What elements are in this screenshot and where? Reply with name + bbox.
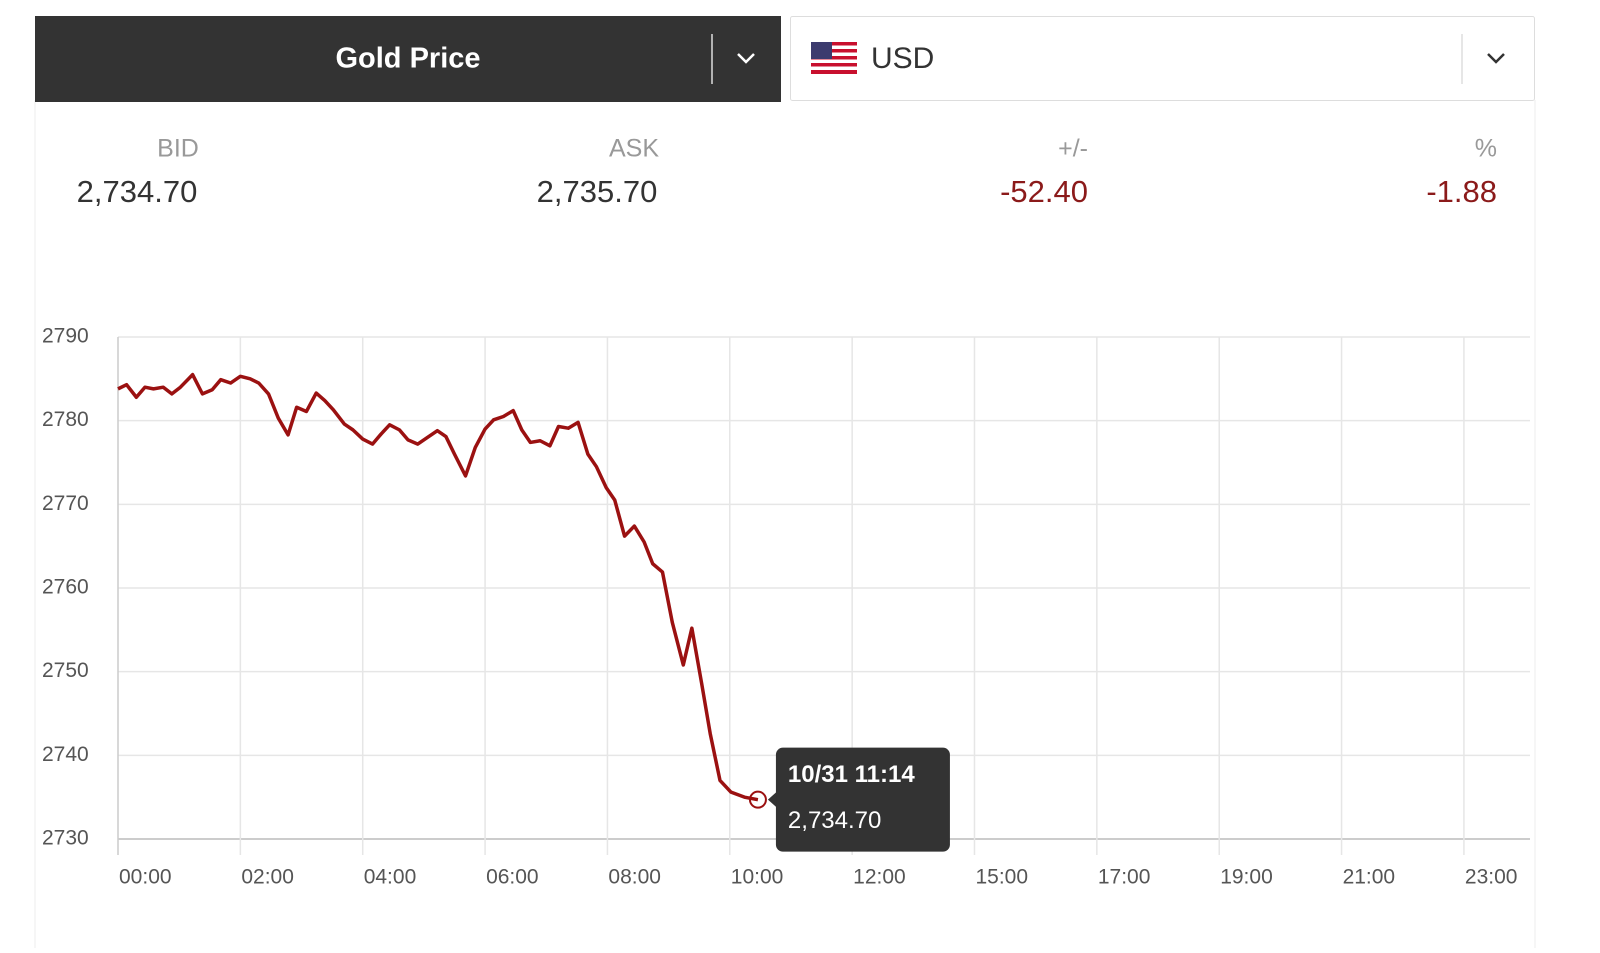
y-tick-label: 2750 bbox=[42, 659, 89, 682]
y-tick-label: 2730 bbox=[42, 827, 89, 850]
us-flag bbox=[811, 42, 857, 74]
price-line bbox=[117, 372, 759, 802]
x-tick-label: 15:00 bbox=[975, 866, 1028, 889]
metal-select[interactable]: Gold Price bbox=[35, 16, 781, 102]
change: -52.40 bbox=[1000, 174, 1088, 209]
metal-bar bbox=[35, 16, 781, 102]
bid-label: BID bbox=[157, 135, 199, 163]
currency: USD bbox=[871, 42, 934, 75]
y-tick-label: 2760 bbox=[42, 576, 89, 599]
ask: 2,735.70 bbox=[537, 174, 658, 209]
y-tick-label: 2790 bbox=[42, 325, 89, 348]
x-tick-label: 02:00 bbox=[241, 866, 294, 889]
x-tick-label: 04:00 bbox=[364, 866, 417, 889]
tooltip-time: 10/31 11:14 bbox=[788, 761, 915, 788]
ask-label: ASK bbox=[609, 135, 659, 163]
y-tick-label: 2780 bbox=[42, 408, 89, 431]
tooltip-value: 2,734.70 bbox=[788, 807, 881, 834]
plot: 2730 2740 2750 2760 2770 2780 2790 00:00 02:00 04… bbox=[42, 325, 1530, 889]
x-tick-label: 23:00 bbox=[1465, 866, 1518, 889]
y-tick-label: 2770 bbox=[42, 492, 89, 515]
percent: -1.88 bbox=[1426, 174, 1497, 209]
change-label: +/- bbox=[1058, 135, 1088, 163]
x-tick-label: 06:00 bbox=[486, 866, 539, 889]
currency-select[interactable]: USD bbox=[790, 16, 1535, 101]
percent-label: % bbox=[1475, 135, 1497, 163]
tooltip-arrow bbox=[767, 791, 777, 808]
currency-box bbox=[790, 16, 1535, 101]
bid: 2,734.70 bbox=[77, 174, 198, 209]
quote-labels: BID ASK +/- % bbox=[157, 135, 1497, 163]
metal-title: Gold Price bbox=[335, 43, 480, 75]
x-tick-label: 17:00 bbox=[1098, 866, 1151, 889]
chevron bbox=[1487, 53, 1505, 64]
y-tick-label: 2740 bbox=[42, 743, 89, 766]
tooltip: 10/31 11:14 2,734.70 bbox=[767, 747, 950, 852]
hover-marker bbox=[748, 790, 767, 809]
x-tick-label: 10:00 bbox=[731, 866, 784, 889]
x-tick-label: 12:00 bbox=[853, 866, 906, 889]
x-tick-label: 21:00 bbox=[1343, 866, 1396, 889]
chevron bbox=[737, 53, 755, 64]
x-tick-label: 19:00 bbox=[1220, 866, 1273, 889]
tooltip-box bbox=[775, 747, 950, 852]
x-tick-label: 08:00 bbox=[608, 866, 661, 889]
quote-values: 2,734.70 2,735.70 -52.40 -1.88 bbox=[77, 174, 1497, 209]
x-tick-label: 00:00 bbox=[119, 866, 172, 889]
